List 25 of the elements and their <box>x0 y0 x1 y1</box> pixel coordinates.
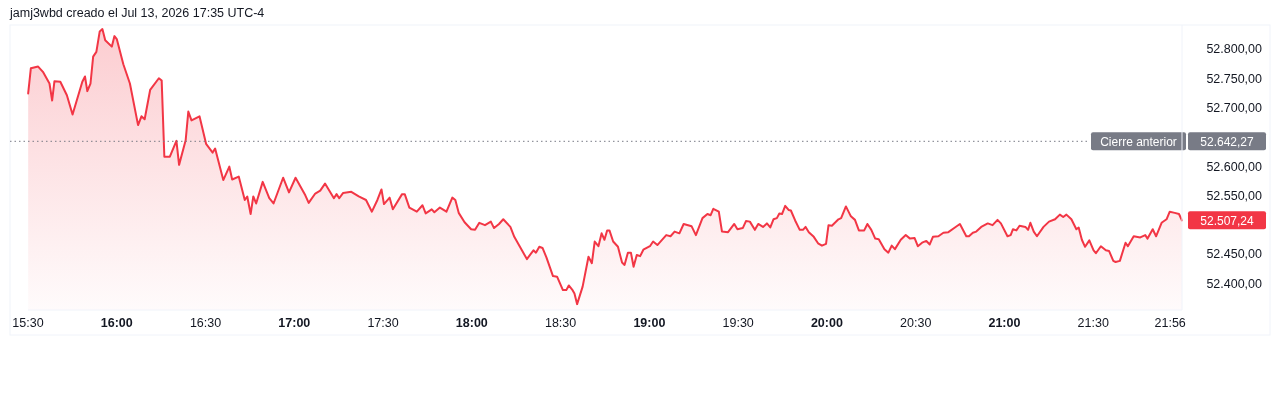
x-tick-label: 18:00 <box>455 316 488 330</box>
x-tick-label: 15:30 <box>12 316 44 330</box>
y-tick-label: 52.450,00 <box>1206 247 1263 262</box>
x-tick-label: 18:30 <box>544 316 577 330</box>
y-tick-label: 52.400,00 <box>1206 276 1263 291</box>
y-tick-label: 52.550,00 <box>1206 188 1263 203</box>
y-tick-label: 52.700,00 <box>1206 101 1263 116</box>
x-tick-label: 20:30 <box>900 316 932 330</box>
x-tick-label: 20:00 <box>810 316 843 330</box>
text: 52.642,27 <box>1200 134 1255 149</box>
x-tick-label: 21:30 <box>1077 316 1109 330</box>
x-tick-label: 16:30 <box>189 316 222 330</box>
y-tick-label: 52.750,00 <box>1206 71 1263 86</box>
x-tick-label: 21:00 <box>988 316 1021 330</box>
x-tick-label: 21:56 <box>1154 316 1186 330</box>
annotation: 52.507,24 <box>1200 213 1255 228</box>
y-tick-label: 52.600,00 <box>1206 159 1263 174</box>
x-tick-label: 19:30 <box>722 316 754 330</box>
x-tick-label: 16:00 <box>100 316 133 330</box>
x-tick-label: 17:00 <box>278 316 311 330</box>
ref-line-label: Cierre anterior <box>1100 134 1177 149</box>
x-tick-label: 19:00 <box>633 316 666 330</box>
y-tick-label: 52.800,00 <box>1206 42 1263 57</box>
chart-title: jamj3wbd creado el Jul 13, 2026 17:35 UTC-4 <box>9 6 265 20</box>
x-tick-label: 17:30 <box>367 316 399 330</box>
